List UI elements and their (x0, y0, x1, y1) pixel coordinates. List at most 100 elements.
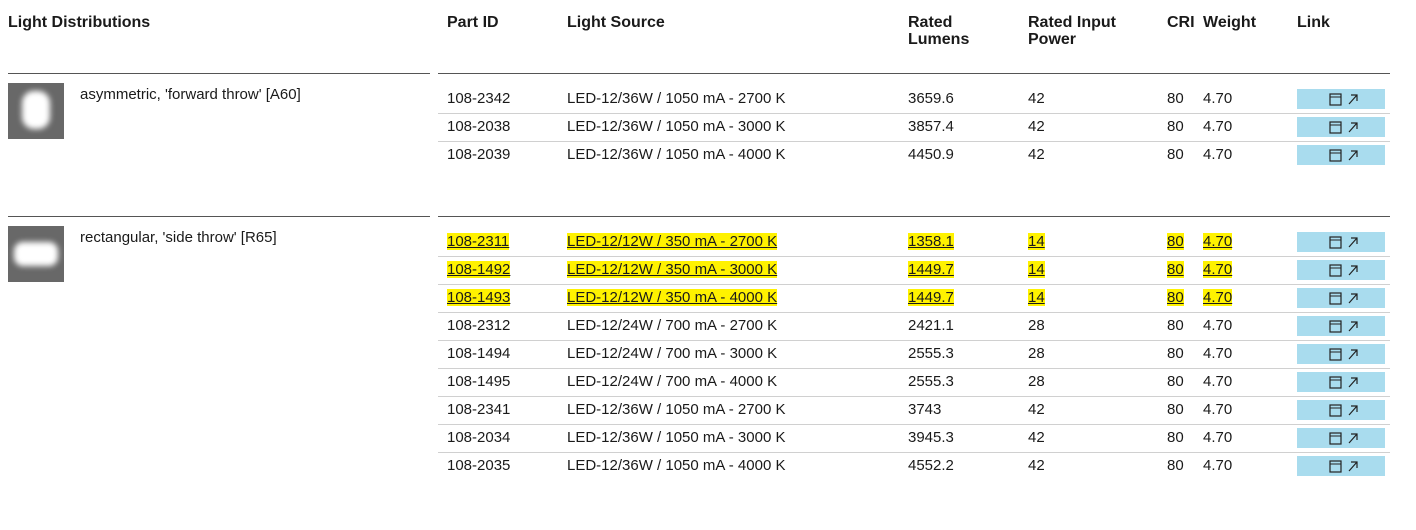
table-cell: 42 (1028, 146, 1045, 164)
table-cell: 42 (1028, 90, 1045, 108)
link-button[interactable] (1297, 260, 1385, 280)
cell-text: 4.70 (1203, 429, 1232, 446)
table-cell: 3857.4 (908, 118, 954, 136)
cell-text: 108-2342 (447, 90, 510, 107)
column-header: Weight (1203, 14, 1283, 31)
table-cell: 1449.7 (908, 261, 954, 279)
table-cell: LED-12/12W / 350 mA - 4000 K (567, 289, 777, 307)
cell-text: 4552.2 (908, 457, 954, 474)
cell-text: 80 (1167, 457, 1184, 474)
cell-text: 1358.1 (908, 233, 954, 250)
link-button[interactable] (1297, 372, 1385, 392)
distribution-label: asymmetric, 'forward throw' [A60] (80, 86, 301, 104)
cell-text: 3945.3 (908, 429, 954, 446)
cell-text: 42 (1028, 457, 1045, 474)
cell-text: 108-2034 (447, 429, 510, 446)
cell-text: 80 (1167, 345, 1184, 362)
table-cell: 4.70 (1203, 345, 1232, 363)
row-divider (438, 284, 1390, 285)
link-icons (1297, 260, 1385, 280)
table-cell: 4.70 (1203, 317, 1232, 335)
divider (8, 73, 430, 74)
column-header: Rated Input Power (1028, 14, 1138, 48)
table-cell: 4.70 (1203, 373, 1232, 391)
table-cell: 108-2035 (447, 457, 510, 475)
cell-text: 108-2035 (447, 457, 510, 474)
link-icons (1297, 344, 1385, 364)
link-button[interactable] (1297, 428, 1385, 448)
link-button[interactable] (1297, 89, 1385, 109)
link-button[interactable] (1297, 344, 1385, 364)
distribution-thumbnail (8, 226, 64, 282)
table-cell: 2555.3 (908, 373, 954, 391)
cell-text: LED-12/12W / 350 mA - 3000 K (567, 261, 777, 278)
table-cell: 14 (1028, 233, 1045, 251)
table-cell: 108-1494 (447, 345, 510, 363)
cell-text: 3743 (908, 401, 941, 418)
cell-text: 1449.7 (908, 261, 954, 278)
table-cell: LED-12/36W / 1050 mA - 2700 K (567, 401, 785, 419)
cell-text: LED-12/36W / 1050 mA - 4000 K (567, 457, 785, 474)
table-cell: 80 (1167, 146, 1184, 164)
table-cell: 42 (1028, 429, 1045, 447)
row-divider (438, 424, 1390, 425)
table-cell: 80 (1167, 261, 1184, 279)
table-cell: 42 (1028, 118, 1045, 136)
link-button[interactable] (1297, 288, 1385, 308)
cell-text: 28 (1028, 373, 1045, 390)
divider (438, 216, 1390, 217)
table-cell: 14 (1028, 261, 1045, 279)
cell-text: LED-12/36W / 1050 mA - 3000 K (567, 118, 785, 135)
table-cell: 4450.9 (908, 146, 954, 164)
link-button[interactable] (1297, 456, 1385, 476)
table-cell: 108-2342 (447, 90, 510, 108)
light-spot (22, 91, 50, 129)
cell-text: 108-1495 (447, 373, 510, 390)
table-cell: 4.70 (1203, 429, 1232, 447)
column-header: Rated Lumens (908, 14, 978, 48)
table-cell: 28 (1028, 345, 1045, 363)
table-cell: 4.70 (1203, 289, 1232, 307)
cell-text: 80 (1167, 289, 1184, 306)
cell-text: 14 (1028, 261, 1045, 278)
cell-text: 4.70 (1203, 373, 1232, 390)
column-header: CRI (1167, 14, 1197, 31)
table-cell: 108-2039 (447, 146, 510, 164)
light-spot (14, 242, 58, 266)
table-cell: LED-12/36W / 1050 mA - 4000 K (567, 457, 785, 475)
link-button[interactable] (1297, 145, 1385, 165)
link-icons (1297, 428, 1385, 448)
column-header: Part ID (447, 14, 547, 31)
row-divider (438, 452, 1390, 453)
row-divider (438, 113, 1390, 114)
row-divider (438, 368, 1390, 369)
cell-text: LED-12/36W / 1050 mA - 2700 K (567, 90, 785, 107)
table-cell: LED-12/36W / 1050 mA - 3000 K (567, 429, 785, 447)
cell-text: 3857.4 (908, 118, 954, 135)
table-cell: 4.70 (1203, 401, 1232, 419)
cell-text: LED-12/12W / 350 mA - 4000 K (567, 289, 777, 306)
table-cell: 4552.2 (908, 457, 954, 475)
cell-text: 2555.3 (908, 345, 954, 362)
table-cell: 80 (1167, 401, 1184, 419)
cell-text: 4450.9 (908, 146, 954, 163)
cell-text: 3659.6 (908, 90, 954, 107)
cell-text: LED-12/36W / 1050 mA - 2700 K (567, 401, 785, 418)
cell-text: 14 (1028, 233, 1045, 250)
link-button[interactable] (1297, 400, 1385, 420)
table-cell: LED-12/36W / 1050 mA - 4000 K (567, 146, 785, 164)
table-cell: 4.70 (1203, 233, 1232, 251)
cell-text: 80 (1167, 118, 1184, 135)
cell-text: 4.70 (1203, 289, 1232, 306)
row-divider (438, 396, 1390, 397)
link-button[interactable] (1297, 117, 1385, 137)
cell-text: 4.70 (1203, 457, 1232, 474)
cell-text: 42 (1028, 90, 1045, 107)
link-button[interactable] (1297, 232, 1385, 252)
table-cell: 108-1493 (447, 289, 510, 307)
table-cell: 80 (1167, 457, 1184, 475)
cell-text: 80 (1167, 401, 1184, 418)
link-button[interactable] (1297, 316, 1385, 336)
table-cell: 4.70 (1203, 118, 1232, 136)
cell-text: LED-12/36W / 1050 mA - 3000 K (567, 429, 785, 446)
